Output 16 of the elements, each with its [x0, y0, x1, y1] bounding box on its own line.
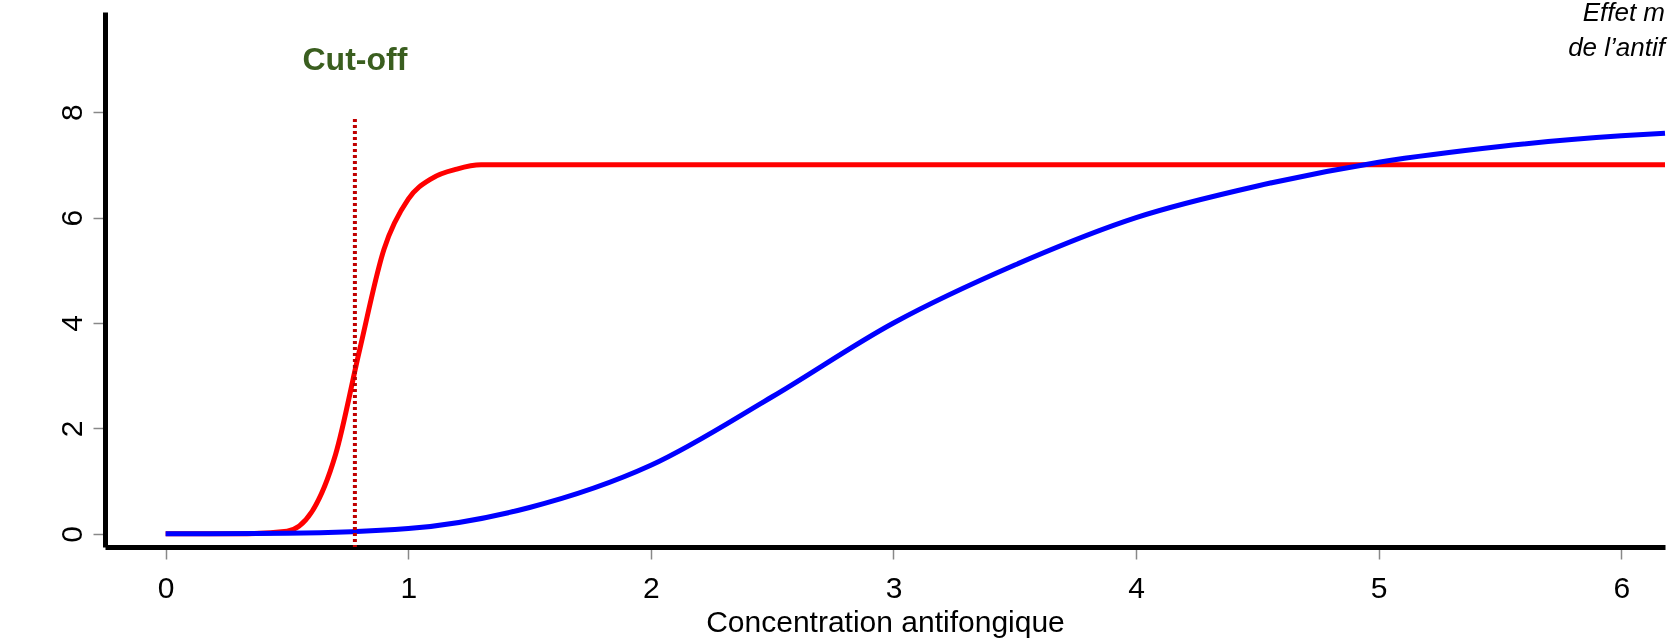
- y-tick-label: 2: [54, 420, 88, 438]
- y-tick-label: 6: [54, 209, 88, 227]
- y-tick-label: 0: [54, 525, 88, 543]
- x-tick-label: 4: [1128, 570, 1145, 604]
- y-tick-label: 4: [54, 315, 88, 332]
- x-tick-label: 1: [400, 570, 418, 604]
- x-axis-title: Concentration antifongique: [706, 604, 1065, 638]
- x-tick-label: 6: [1613, 570, 1631, 604]
- ref-line-label: Cut-off: [302, 40, 408, 77]
- x-tick-label: 0: [157, 570, 175, 604]
- annotation: de l’antif: [1568, 32, 1668, 62]
- annotation: Effet m: [1582, 0, 1665, 27]
- x-tick-label: 5: [1370, 570, 1388, 604]
- x-tick-label: 2: [643, 570, 660, 604]
- y-tick-label: 8: [54, 104, 88, 121]
- x-tick-label: 3: [885, 570, 903, 604]
